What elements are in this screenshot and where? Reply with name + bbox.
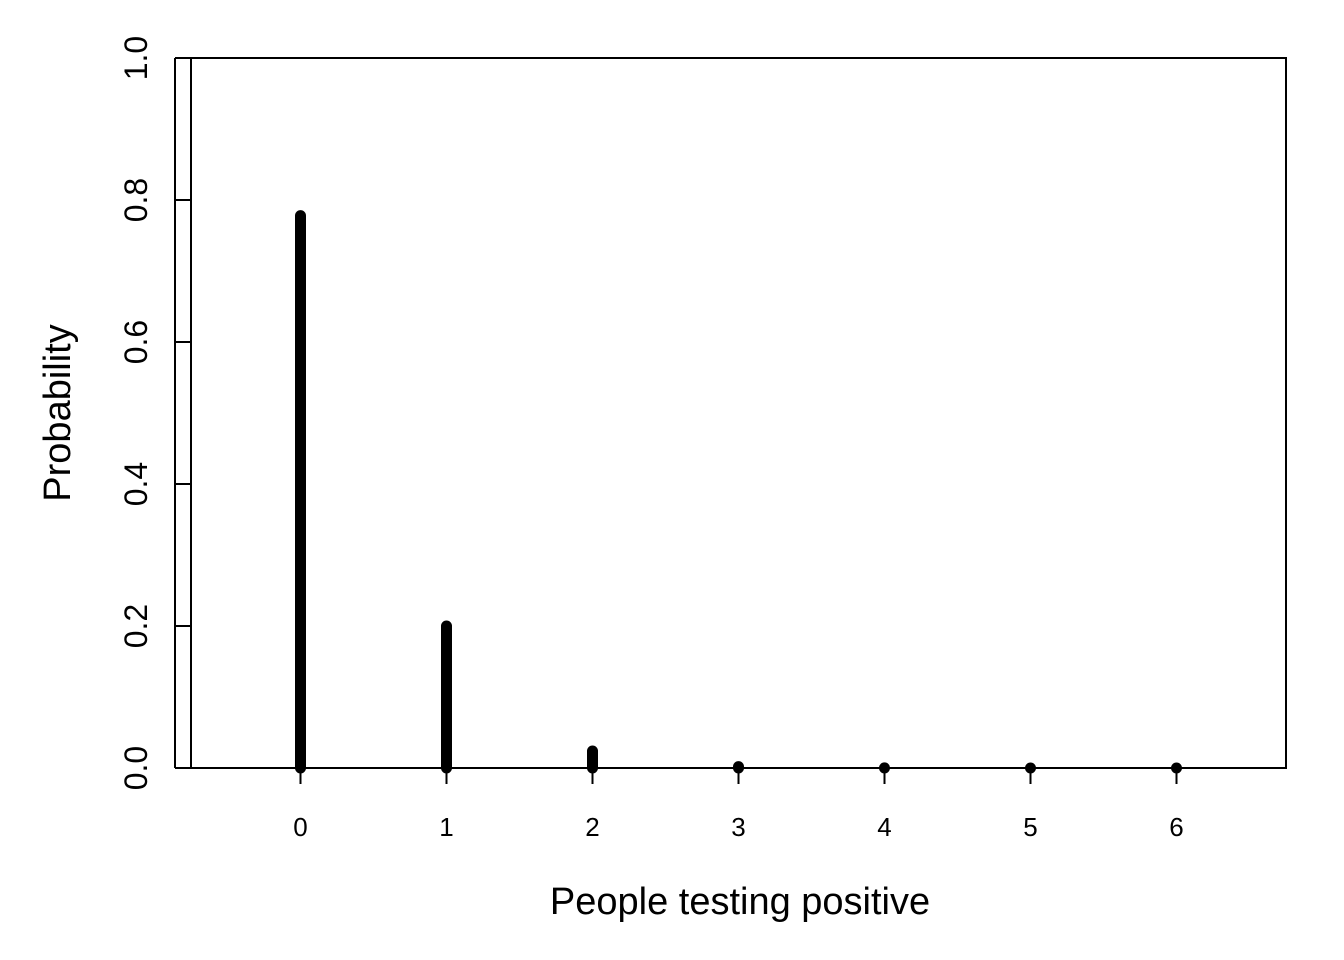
x-tick-label: 4 (877, 812, 891, 842)
y-tick-label: 0.6 (118, 320, 154, 364)
y-ticks: 0.0 0.2 0.4 0.6 0.8 1.0 (118, 36, 191, 790)
x-ticks: 0 1 2 3 4 5 6 (293, 768, 1184, 842)
plot-frame (190, 57, 1287, 769)
x-tick-label: 5 (1023, 812, 1037, 842)
y-tick-label: 0.8 (118, 178, 154, 222)
probability-spikes (295, 210, 1182, 774)
x-tick-label: 0 (293, 812, 307, 842)
x-tick-label: 3 (731, 812, 745, 842)
y-tick-label: 1.0 (118, 36, 154, 80)
y-axis-title: Probability (37, 324, 79, 501)
x-tick-label: 6 (1169, 812, 1183, 842)
y-tick-label: 0.0 (118, 746, 154, 790)
x-tick-label: 2 (585, 812, 599, 842)
x-tick-label: 1 (439, 812, 453, 842)
y-tick-label: 0.2 (118, 604, 154, 648)
y-tick-label: 0.4 (118, 462, 154, 506)
x-axis-title: People testing positive (550, 881, 930, 923)
